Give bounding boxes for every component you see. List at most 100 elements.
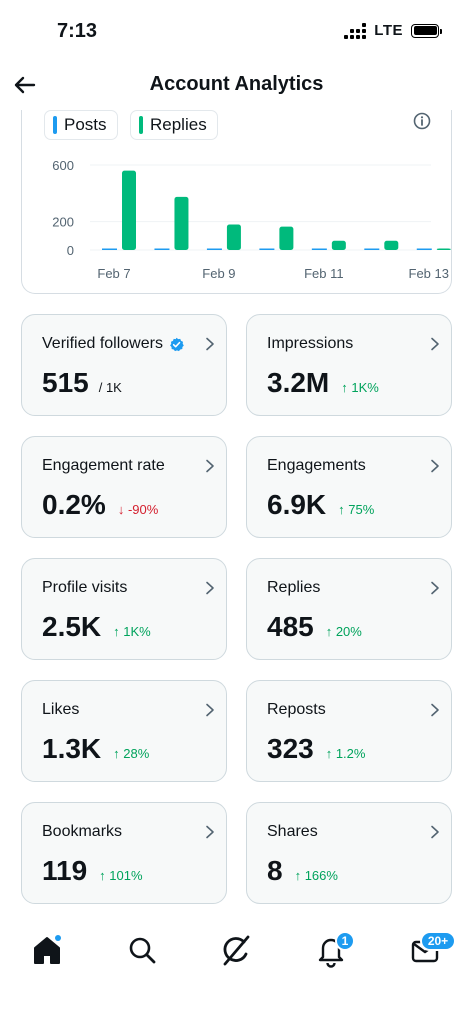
bar-replies [122, 170, 136, 250]
stat-value-row: 485 ↑ 20% [267, 611, 362, 643]
stat-change: ↑ 28% [113, 746, 150, 761]
chevron-right-icon [206, 703, 214, 717]
nav-messages[interactable]: 20+ [408, 931, 456, 968]
stat-value-row: 0.2% ↓ -90% [42, 489, 158, 521]
stat-change: ↑ 75% [338, 502, 375, 517]
bar-chart: 600 200 0 Feb 7 Feb 9 Feb 11 Feb 13 [52, 158, 451, 281]
stat-value: 323 [267, 733, 314, 764]
legend-swatch-replies [139, 116, 143, 134]
legend-label-replies: Replies [150, 115, 207, 134]
stat-value: 0.2% [42, 489, 106, 520]
stat-value-row: 8 ↑ 166% [267, 855, 338, 887]
bar-posts [416, 248, 432, 250]
stat-value: 515 [42, 367, 89, 398]
bar-posts [154, 248, 170, 250]
stat-card-shares[interactable]: Shares 8 ↑ 166% [246, 802, 452, 904]
stat-label: Engagements [267, 457, 366, 474]
info-icon[interactable] [413, 112, 431, 130]
legend-swatch-posts [53, 116, 57, 134]
legend-posts[interactable]: Posts [44, 110, 118, 140]
y-tick-label: 0 [67, 243, 74, 258]
legend-replies[interactable]: Replies [130, 110, 218, 140]
nav-home[interactable] [29, 932, 65, 968]
bar-posts [259, 248, 275, 250]
chevron-right-icon [431, 825, 439, 839]
stat-value-row: 2.5K ↑ 1K% [42, 611, 151, 643]
stat-change: ↑ 1.2% [325, 746, 366, 761]
stat-card-profile-visits[interactable]: Profile visits 2.5K ↑ 1K% [21, 558, 227, 660]
verified-badge-icon [170, 337, 184, 351]
stat-value: 119 [42, 855, 88, 886]
stat-change: ↑ 20% [325, 624, 362, 639]
back-button[interactable] [10, 70, 40, 100]
bar-replies [174, 196, 189, 250]
stat-card-engagement-rate[interactable]: Engagement rate 0.2% ↓ -90% [21, 436, 227, 538]
stat-label: Reposts [267, 701, 326, 718]
bar-replies [384, 240, 399, 250]
nav-search[interactable] [124, 932, 160, 968]
header: Account Analytics [0, 62, 473, 108]
bar-posts [206, 248, 222, 250]
stat-change: ↑ 166% [294, 868, 338, 883]
x-tick-label: Feb 13 [409, 266, 449, 281]
stat-label: Likes [42, 701, 80, 718]
chevron-right-icon [206, 459, 214, 473]
stat-change: ↓ -90% [117, 502, 159, 517]
notifications-icon [318, 938, 344, 968]
legend-label-posts: Posts [64, 115, 107, 134]
x-tick-label: Feb 11 [304, 266, 344, 281]
chevron-right-icon [431, 581, 439, 595]
stat-value-row: 3.2M ↑ 1K% [267, 367, 379, 399]
chart-card: Posts Replies 600 200 0 Feb 7 Feb 9 Feb 11 Feb… [21, 110, 452, 294]
bar-replies [279, 226, 294, 250]
stat-value-row: 515 / 1K [42, 367, 122, 399]
battery-icon [411, 23, 442, 38]
stat-label: Shares [267, 823, 318, 840]
stat-value: 8 [267, 855, 283, 886]
stat-label: Replies [267, 579, 321, 596]
stat-value-row: 323 ↑ 1.2% [267, 733, 365, 765]
stat-change: ↑ 101% [99, 868, 143, 883]
stat-value: 3.2M [267, 367, 330, 398]
y-tick-label: 600 [52, 158, 74, 173]
page-title: Account Analytics [149, 73, 324, 95]
stat-card-impressions[interactable]: Impressions 3.2M ↑ 1K% [246, 314, 452, 416]
stat-value-row: 6.9K ↑ 75% [267, 489, 374, 521]
chevron-right-icon [431, 703, 439, 717]
network-type: LTE [374, 22, 403, 39]
stat-card-engagements[interactable]: Engagements 6.9K ↑ 75% [246, 436, 452, 538]
bar-posts [364, 248, 380, 250]
chevron-right-icon [206, 337, 214, 351]
stat-label: Verified followers [42, 335, 184, 353]
bar-posts [102, 248, 117, 250]
bottom-nav: 1 20+ [0, 920, 473, 984]
search-icon [129, 937, 156, 964]
grok-icon [223, 935, 250, 966]
bar-replies [436, 248, 451, 250]
stat-label: Profile visits [42, 579, 128, 596]
stat-label: Impressions [267, 335, 354, 352]
chevron-right-icon [431, 459, 439, 473]
stat-card-bookmarks[interactable]: Bookmarks 119 ↑ 101% [21, 802, 227, 904]
stat-change: ↑ 1K% [341, 380, 379, 395]
stat-card-verified-followers[interactable]: Verified followers 515 / 1K [21, 314, 227, 416]
stat-value-row: 119 ↑ 101% [42, 855, 143, 887]
stat-value-row: 1.3K ↑ 28% [42, 733, 149, 765]
nav-grok[interactable] [218, 932, 254, 968]
stat-card-likes[interactable]: Likes 1.3K ↑ 28% [21, 680, 227, 782]
nav-notifications[interactable]: 1 [313, 931, 355, 968]
stat-value: 1.3K [42, 733, 102, 764]
stat-card-replies[interactable]: Replies 485 ↑ 20% [246, 558, 452, 660]
x-tick-label: Feb 7 [97, 266, 130, 281]
stat-card-reposts[interactable]: Reposts 323 ↑ 1.2% [246, 680, 452, 782]
stat-value: 485 [267, 611, 314, 642]
bar-replies [226, 224, 241, 250]
notifications-badge: 1 [335, 931, 355, 951]
y-tick-label: 200 [52, 215, 74, 230]
chevron-right-icon [431, 337, 439, 351]
messages-badge: 20+ [420, 931, 456, 951]
stat-sub: / 1K [98, 380, 122, 395]
status-time: 7:13 [57, 20, 98, 42]
home-icon [34, 935, 61, 964]
stat-value: 6.9K [267, 489, 327, 520]
